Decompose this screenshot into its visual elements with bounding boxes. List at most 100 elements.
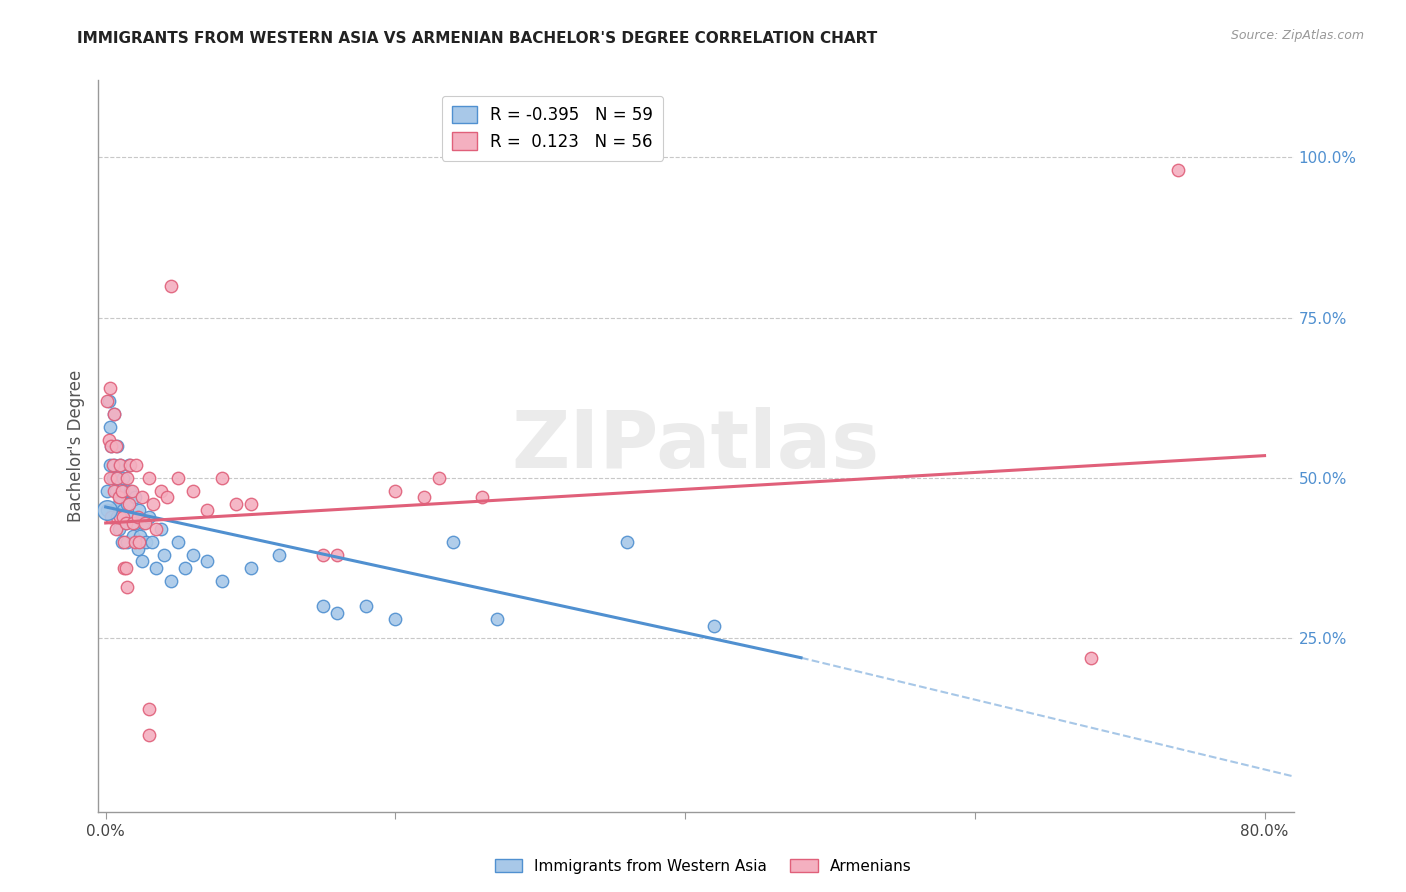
Y-axis label: Bachelor's Degree: Bachelor's Degree [66, 370, 84, 522]
Point [104, 523, 127, 537]
Point [103, 483, 125, 498]
Point [195, 554, 218, 568]
Point [120, 483, 142, 498]
Point [128, 535, 150, 549]
Point [160, 574, 183, 588]
Point [101, 471, 124, 485]
Point [616, 535, 638, 549]
Point [127, 541, 149, 556]
Point [115, 561, 138, 575]
Point [138, 728, 160, 742]
Point [132, 516, 155, 530]
Point [124, 535, 146, 549]
Point [131, 491, 153, 505]
Point [413, 491, 436, 505]
Point [120, 458, 142, 473]
Text: ZIPatlas: ZIPatlas [512, 407, 880, 485]
Point [122, 529, 145, 543]
Point [97, 433, 120, 447]
Point [100, 439, 122, 453]
Point [149, 523, 172, 537]
Point [441, 535, 464, 549]
Text: Source: ZipAtlas.com: Source: ZipAtlas.com [1230, 29, 1364, 42]
Point [97, 394, 120, 409]
Point [145, 523, 167, 537]
Point [225, 497, 247, 511]
Point [96, 394, 118, 409]
Point [96, 503, 118, 517]
Point [101, 503, 124, 517]
Point [115, 516, 138, 530]
Point [114, 483, 136, 498]
Point [384, 612, 406, 626]
Point [104, 483, 127, 498]
Legend: Immigrants from Western Asia, Armenians: Immigrants from Western Asia, Armenians [488, 853, 918, 880]
Point [160, 278, 183, 293]
Point [118, 497, 141, 511]
Point [269, 548, 291, 562]
Point [125, 458, 148, 473]
Point [105, 439, 128, 453]
Point [129, 529, 152, 543]
Point [105, 509, 128, 524]
Point [138, 702, 160, 716]
Point [100, 439, 122, 453]
Point [107, 491, 129, 505]
Point [1080, 650, 1102, 665]
Point [181, 483, 204, 498]
Point [167, 535, 190, 549]
Point [152, 548, 174, 562]
Point [115, 516, 138, 530]
Point [114, 535, 136, 549]
Point [98, 419, 121, 434]
Point [356, 599, 378, 614]
Point [471, 491, 494, 505]
Point [127, 509, 149, 524]
Point [110, 509, 132, 524]
Point [703, 618, 725, 632]
Point [110, 483, 132, 498]
Point [134, 516, 156, 530]
Point [145, 561, 167, 575]
Point [105, 471, 128, 485]
Point [110, 535, 132, 549]
Point [211, 471, 233, 485]
Point [135, 535, 157, 549]
Point [103, 458, 125, 473]
Legend: R = -0.395   N = 59, R =  0.123   N = 56: R = -0.395 N = 59, R = 0.123 N = 56 [441, 96, 664, 161]
Point [117, 535, 139, 549]
Point [98, 381, 121, 395]
Point [104, 439, 127, 453]
Point [108, 491, 131, 505]
Point [108, 458, 131, 473]
Point [1167, 163, 1189, 178]
Point [108, 509, 131, 524]
Point [195, 503, 218, 517]
Point [117, 497, 139, 511]
Point [122, 516, 145, 530]
Point [312, 548, 335, 562]
Point [149, 483, 172, 498]
Text: IMMIGRANTS FROM WESTERN ASIA VS ARMENIAN BACHELOR'S DEGREE CORRELATION CHART: IMMIGRANTS FROM WESTERN ASIA VS ARMENIAN… [77, 31, 877, 46]
Point [239, 561, 262, 575]
Point [96, 483, 118, 498]
Point [326, 548, 349, 562]
Point [142, 497, 165, 511]
Point [105, 471, 128, 485]
Point [117, 471, 139, 485]
Point [131, 554, 153, 568]
Point [118, 458, 141, 473]
Point [326, 606, 349, 620]
Point [167, 471, 190, 485]
Point [100, 509, 122, 524]
Point [384, 483, 406, 498]
Point [124, 491, 146, 505]
Point [174, 561, 197, 575]
Point [427, 471, 450, 485]
Point [114, 561, 136, 575]
Point [117, 580, 139, 594]
Point [98, 471, 121, 485]
Point [121, 483, 143, 498]
Point [211, 574, 233, 588]
Point [181, 548, 204, 562]
